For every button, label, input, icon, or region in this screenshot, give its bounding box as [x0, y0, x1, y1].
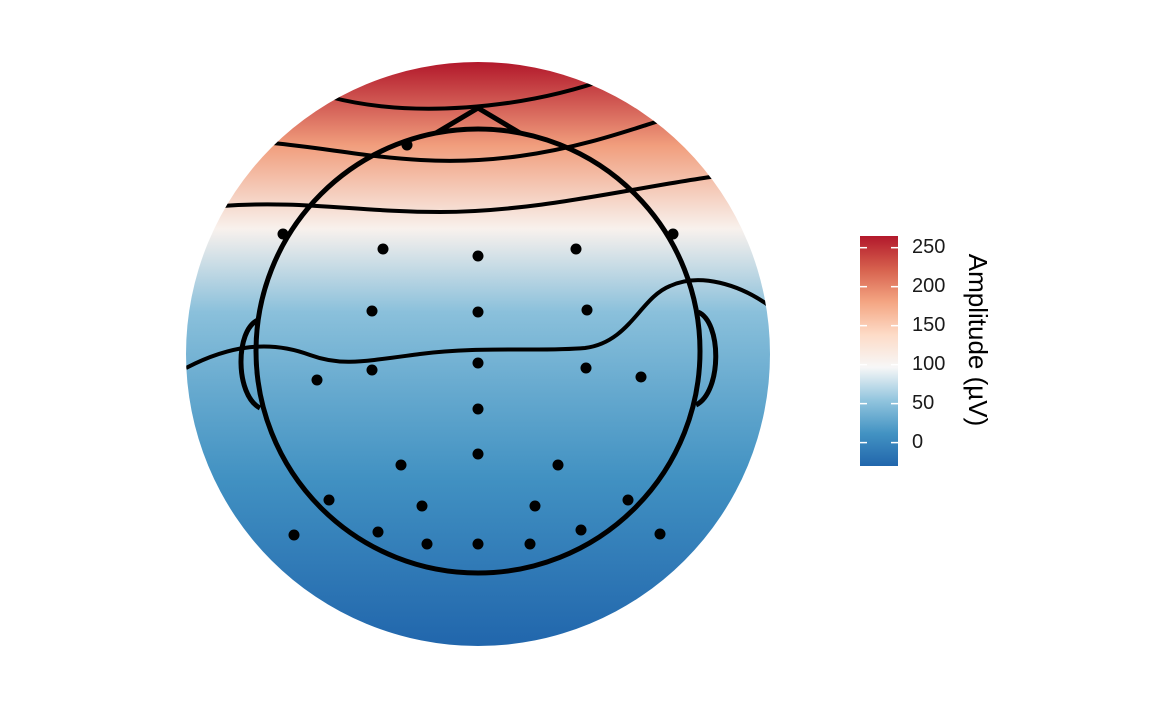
electrode-marker: [421, 538, 433, 550]
electrode-marker: [372, 526, 384, 538]
electrode-marker: [570, 243, 582, 255]
colorbar-tick-label: 100: [912, 353, 945, 375]
electrode-marker: [377, 243, 389, 255]
electrode-marker: [622, 494, 634, 506]
electrode-marker: [401, 139, 413, 151]
electrode-marker: [635, 371, 647, 383]
electrode-marker: [581, 304, 593, 316]
contour-line-200: [271, 118, 663, 163]
electrode-marker: [472, 250, 484, 262]
electrode-marker: [395, 459, 407, 471]
colorbar-tick-label: 150: [912, 314, 945, 336]
colorbar-tick-label: 200: [912, 275, 945, 297]
electrode-marker: [416, 500, 428, 512]
electrode-marker: [366, 305, 378, 317]
legend-title: Amplitude (µV): [963, 254, 993, 426]
electrode-marker: [472, 306, 484, 318]
nose: [434, 105, 522, 136]
head-circle: [253, 126, 703, 576]
contour-lines: [186, 76, 770, 370]
electrode-marker: [575, 524, 587, 536]
electrode-marker: [366, 364, 378, 376]
electrode-marker: [524, 538, 536, 550]
electrode-marker: [580, 362, 592, 374]
electrode-marker: [472, 538, 484, 550]
left-ear: [238, 317, 262, 411]
topo-disc: [186, 62, 770, 646]
electrode-marker: [311, 374, 323, 386]
colorbar-tick-label: 250: [912, 236, 945, 258]
electrode-marker: [654, 528, 666, 540]
contour-line-150: [221, 174, 719, 215]
electrode-marker: [277, 228, 289, 240]
colorbar-ticks: 0 50 100 150 200 250: [860, 236, 945, 453]
electrode-marker: [288, 529, 300, 541]
colorbar-legend: 0 50 100 150 200 250 Amplitude (µV): [860, 236, 993, 466]
electrode-marker: [323, 494, 335, 506]
electrode-marker: [472, 403, 484, 415]
electrodes: [277, 139, 679, 550]
colorbar-tick-label: 0: [912, 431, 923, 453]
electrode-marker: [552, 459, 564, 471]
contour-line-100: [186, 278, 770, 370]
head-outline: [238, 105, 719, 576]
colorbar: [860, 236, 898, 466]
electrode-marker: [472, 448, 484, 460]
electrode-marker: [529, 500, 541, 512]
electrode-marker: [667, 228, 679, 240]
right-ear: [694, 309, 719, 408]
contour-line-250: [329, 76, 611, 111]
electrode-marker: [472, 357, 484, 369]
colorbar-tick-label: 50: [912, 392, 934, 414]
